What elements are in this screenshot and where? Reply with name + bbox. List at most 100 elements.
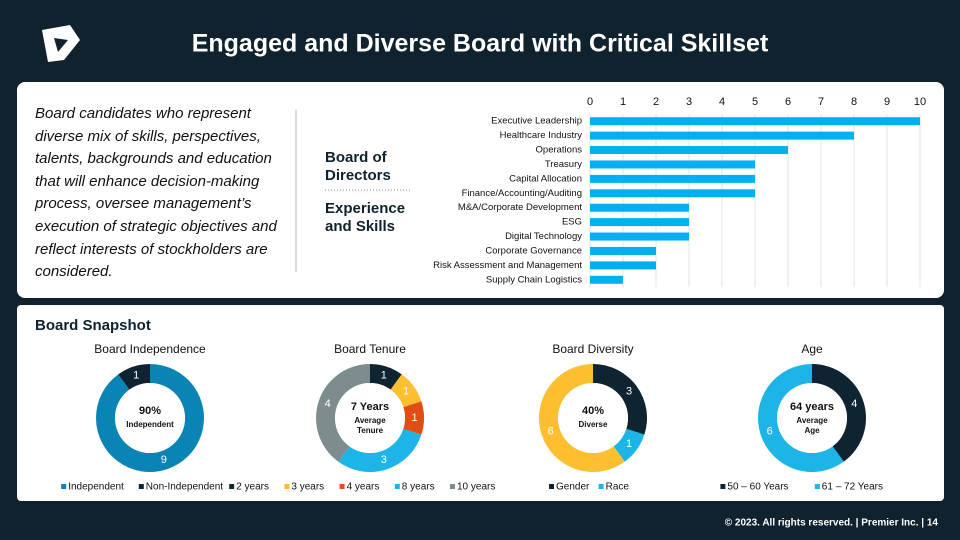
- donut-segment: [613, 428, 645, 462]
- data-label: 4: [325, 398, 331, 410]
- footer: © 2023. All rights reserved. | Premier I…: [725, 518, 939, 529]
- chart-label: Experience: [325, 200, 405, 217]
- bar: [590, 160, 755, 169]
- x-tick-label: 4: [719, 96, 725, 108]
- legend-swatch: [450, 484, 455, 489]
- donut-segment: [370, 364, 402, 390]
- y-tick-label: Executive Leadership: [491, 116, 582, 127]
- legend-label: Race: [606, 482, 630, 493]
- bar: [590, 131, 854, 140]
- chart-label: Board of: [325, 149, 388, 166]
- y-tick-label: Digital Technology: [505, 231, 582, 242]
- bar: [590, 261, 656, 270]
- bar: [590, 117, 920, 126]
- donut-center: [115, 383, 185, 453]
- x-tick-label: 0: [587, 96, 593, 108]
- chart-title: Board Tenure: [334, 342, 406, 356]
- legend-label: Gender: [556, 482, 590, 493]
- donut-segment: [758, 364, 844, 472]
- chart-label: and Skills: [325, 218, 395, 235]
- x-tick-label: 7: [818, 96, 824, 108]
- y-tick-label: ESG: [562, 217, 582, 228]
- center-sublabel: Average: [796, 416, 828, 425]
- donut-segment: [118, 364, 150, 390]
- x-tick-label: 6: [785, 96, 791, 108]
- data-label: 1: [381, 370, 387, 382]
- donut-segment: [338, 428, 422, 473]
- data-label: 3: [381, 454, 387, 466]
- legend-swatch: [229, 484, 235, 489]
- bar: [590, 189, 755, 198]
- data-label: 1: [626, 438, 632, 450]
- intro-text: Board candidates who represent diverse m…: [35, 105, 277, 281]
- donut-segment: [539, 364, 625, 472]
- center-label: 7 Years: [351, 401, 389, 413]
- center-sublabel: Tenure: [357, 426, 384, 435]
- y-tick-label: Treasury: [545, 159, 582, 170]
- center-sublabel: Average: [354, 416, 386, 425]
- donut-center: [777, 383, 847, 453]
- x-tick-label: 2: [653, 96, 659, 108]
- legend-label: 50 – 60 Years: [727, 482, 788, 493]
- bar: [590, 218, 689, 227]
- donut-center: [558, 383, 628, 453]
- donut-segment: [95, 364, 204, 472]
- legend-swatch: [61, 484, 67, 489]
- data-label: 6: [548, 426, 554, 438]
- y-tick-label: Risk Assessment and Management: [433, 260, 582, 271]
- slide-title: Engaged and Diverse Board with Critical …: [192, 30, 769, 58]
- legend-label: 2 years: [236, 482, 269, 493]
- legend-label: 3 years: [291, 482, 324, 493]
- bar: [590, 203, 689, 212]
- x-tick-label: 10: [914, 96, 926, 108]
- data-label: 9: [161, 454, 167, 466]
- donut-segment: [316, 364, 370, 462]
- x-tick-label: 5: [752, 96, 758, 108]
- legend-swatch: [549, 484, 554, 489]
- data-label: 6: [767, 426, 773, 438]
- bar: [590, 275, 623, 284]
- legend-label: 61 – 72 Years: [822, 482, 883, 493]
- donut-segment: [403, 401, 424, 435]
- data-label: 4: [851, 398, 857, 410]
- bottom-panel: [17, 305, 944, 501]
- x-tick-label: 8: [851, 96, 857, 108]
- data-label: 1: [133, 370, 139, 382]
- legend-swatch: [814, 484, 820, 489]
- legend-label: 4 years: [347, 482, 380, 493]
- data-label: 1: [411, 412, 417, 424]
- x-tick-label: 1: [620, 96, 626, 108]
- chart-title: Age: [801, 342, 823, 356]
- chart-title: Board Diversity: [552, 342, 633, 356]
- legend-swatch: [394, 484, 400, 489]
- legend-swatch: [138, 484, 144, 489]
- chart-label: Directors: [325, 167, 391, 184]
- bar: [590, 232, 689, 241]
- legend-label: 10 years: [457, 482, 495, 493]
- donut-segment: [390, 374, 422, 408]
- y-tick-label: Corporate Governance: [485, 245, 582, 256]
- legend-swatch: [598, 484, 604, 489]
- legend-swatch: [339, 484, 345, 489]
- center-label: 64 years: [790, 401, 834, 413]
- y-tick-label: Capital Allocation: [509, 173, 582, 184]
- center-label: 90%: [139, 405, 161, 417]
- data-label: 3: [626, 386, 632, 398]
- center-label: 40%: [582, 405, 604, 417]
- legend-label: 8 years: [402, 482, 435, 493]
- chart-title: Board Independence: [94, 342, 206, 356]
- legend-swatch: [720, 484, 726, 489]
- legend-label: Non-Independent: [146, 482, 224, 493]
- bar: [590, 174, 755, 183]
- y-tick-label: Supply Chain Logistics: [486, 274, 582, 285]
- legend-swatch: [284, 484, 290, 489]
- donut-segment: [593, 364, 648, 435]
- y-tick-label: Healthcare Industry: [500, 130, 583, 141]
- data-label: 1: [403, 386, 409, 398]
- y-tick-label: Operations: [536, 145, 583, 156]
- x-tick-label: 3: [686, 96, 692, 108]
- center-sublabel: Independent: [126, 420, 174, 429]
- y-tick-label: Finance/Accounting/Auditing: [462, 188, 582, 199]
